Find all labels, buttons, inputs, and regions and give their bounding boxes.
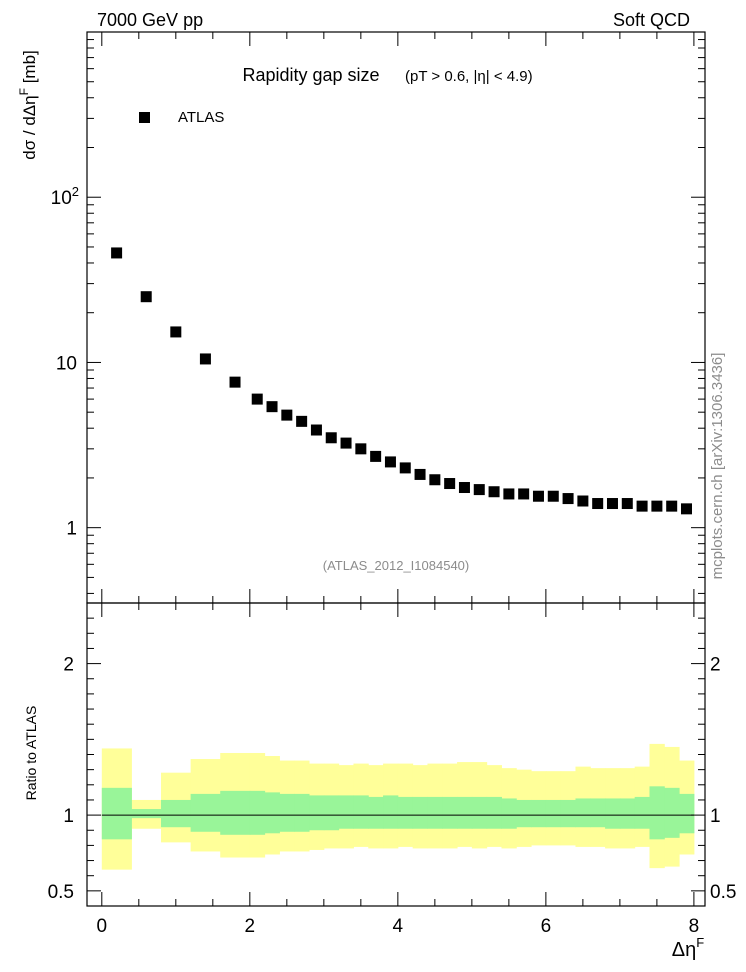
analysis-id-label: (ATLAS_2012_I1084540) — [323, 558, 469, 573]
ratio-band-inner — [294, 793, 310, 832]
ratio-band-inner — [220, 790, 251, 835]
ratio-band-inner — [471, 796, 488, 829]
data-point-atlas — [503, 488, 515, 500]
data-point-atlas — [592, 498, 604, 510]
data-point-atlas — [444, 478, 456, 490]
ratio-band-inner — [560, 799, 576, 828]
ratio-band-inner — [634, 796, 650, 829]
legend-label-atlas: ATLAS — [178, 109, 224, 126]
plot-subtitle: (pT > 0.6, |η| < 4.9) — [405, 68, 533, 85]
data-point-atlas — [384, 456, 396, 468]
data-point-atlas — [140, 291, 152, 303]
data-point-atlas — [170, 326, 182, 338]
legend-marker-atlas — [139, 112, 150, 123]
ratio-band-inner — [131, 809, 162, 819]
y-tick-label: 1 — [66, 519, 77, 540]
x-tick-label: 2 — [245, 916, 256, 937]
data-point-atlas — [577, 495, 589, 507]
ratio-band-inner — [486, 796, 502, 829]
ratio-band-inner — [619, 798, 636, 829]
data-point-atlas — [458, 482, 470, 494]
data-point-atlas — [370, 450, 382, 462]
ratio-band-inner — [545, 799, 562, 828]
data-point-atlas — [473, 484, 485, 496]
main-plot-panel: 1 10 102 Rapidity gap size (pT > 0.6, |η| … — [17, 31, 706, 604]
ratio-band-inner — [590, 798, 606, 828]
data-point-atlas — [111, 247, 123, 259]
data-point-atlas — [429, 474, 441, 486]
ratio-band-inner — [442, 796, 458, 829]
plot-title: Rapidity gap size — [242, 65, 379, 85]
ratio-y-tick-label-left: 0.5 — [48, 882, 74, 903]
data-point-atlas — [621, 498, 633, 510]
data-point-atlas — [355, 443, 367, 455]
ratio-band-inner — [338, 795, 354, 829]
ratio-band-inner — [605, 798, 621, 829]
ratio-band-inner — [279, 793, 295, 832]
ratio-y-tick-label-left: 1 — [63, 806, 74, 827]
data-point-atlas — [310, 424, 322, 436]
data-point-atlas — [547, 490, 559, 502]
header-right-label: Soft QCD — [613, 10, 690, 30]
ratio-y-tick-label-right: 0.5 — [710, 882, 736, 903]
y-tick-label: 10 — [56, 353, 77, 374]
ratio-band-inner — [397, 796, 414, 829]
ratio-band-inner — [323, 795, 340, 831]
ratio-y-axis-label: Ratio to ATLAS — [23, 706, 39, 801]
ratio-band-inner — [516, 799, 532, 828]
ratio-band-inner — [101, 787, 132, 840]
ratio-band-inner — [249, 790, 266, 835]
data-point-atlas — [562, 493, 574, 505]
ratio-y-tick-label-right: 2 — [710, 655, 721, 676]
x-tick-label: 4 — [393, 916, 404, 937]
data-point-atlas — [680, 503, 692, 515]
data-point-atlas — [532, 490, 544, 502]
data-point-atlas — [281, 409, 293, 421]
x-tick-label: 8 — [689, 916, 700, 937]
ratio-plot-panel: 0.5 0.5 1 1 2 2 0 2 4 6 8 Ratio to ATLAS ΔηF — [23, 602, 736, 961]
data-point-atlas — [666, 500, 678, 512]
ratio-band-inner — [161, 799, 192, 828]
ratio-band-inner — [309, 795, 325, 831]
data-point-atlas — [636, 500, 648, 512]
data-point-atlas — [399, 462, 411, 474]
ratio-band-inner — [679, 793, 695, 834]
data-point-atlas — [488, 486, 500, 498]
data-point-atlas — [518, 488, 530, 500]
header-left-label: 7000 GeV pp — [97, 10, 203, 30]
ratio-band-inner — [368, 796, 384, 829]
ratio-band-inner — [427, 796, 443, 829]
side-credit-label: mcplots.cern.ch [arXiv:1306.3436] — [709, 353, 726, 580]
ratio-band-inner — [264, 792, 280, 834]
ratio-band-inner — [531, 799, 547, 828]
ratio-band-inner — [664, 787, 680, 838]
data-point-atlas — [325, 432, 337, 444]
ratio-y-tick-label-left: 2 — [63, 655, 74, 676]
ratio-band-inner — [575, 798, 591, 828]
data-point-atlas — [229, 376, 241, 388]
ratio-band-inner — [649, 786, 665, 840]
ratio-plot-frame — [86, 602, 706, 907]
data-point-atlas — [199, 353, 211, 365]
x-axis-label: ΔηF — [672, 935, 704, 961]
data-point-atlas — [340, 437, 352, 449]
data-point-atlas — [296, 415, 308, 427]
data-point-atlas — [266, 401, 278, 413]
ratio-band-inner — [412, 796, 428, 829]
ratio-y-tick-label-right: 1 — [710, 806, 721, 827]
y-tick-label: 102 — [51, 184, 79, 209]
ratio-band-inner — [383, 795, 399, 829]
main-y-axis-label: dσ / dΔηF [mb] — [17, 50, 39, 160]
x-tick-label: 0 — [97, 916, 108, 937]
data-point-atlas — [651, 500, 663, 512]
data-point-atlas — [606, 498, 618, 510]
ratio-band-inner — [501, 798, 517, 829]
ratio-band-inner — [353, 795, 369, 829]
data-point-atlas — [251, 393, 263, 405]
ratio-band-inner — [457, 796, 473, 829]
ratio-band-inner — [190, 793, 221, 832]
x-tick-label: 6 — [541, 916, 552, 937]
data-point-atlas — [414, 468, 426, 480]
